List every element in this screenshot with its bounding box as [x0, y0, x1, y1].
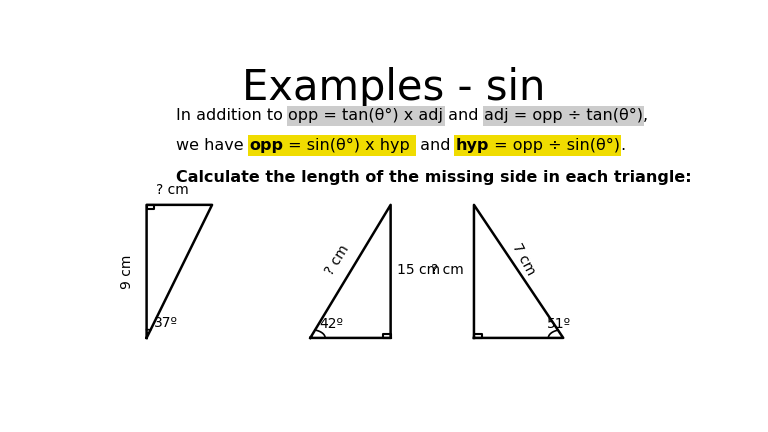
Text: adj = opp ÷ tan(θ°): adj = opp ÷ tan(θ°) [484, 108, 643, 123]
Text: opp: opp [249, 138, 283, 153]
Text: ? cm: ? cm [323, 242, 352, 277]
Text: ? cm: ? cm [431, 263, 464, 277]
Text: 7 cm: 7 cm [509, 241, 538, 278]
Text: hyp: hyp [455, 138, 489, 153]
FancyBboxPatch shape [287, 105, 445, 126]
Text: and: and [415, 138, 455, 153]
Text: = sin(θ°) x hyp: = sin(θ°) x hyp [283, 138, 415, 153]
Text: ? cm: ? cm [155, 183, 188, 197]
FancyBboxPatch shape [455, 136, 621, 156]
Text: opp = tan(θ°) x adj: opp = tan(θ°) x adj [288, 108, 443, 123]
Text: 42º: 42º [319, 317, 344, 331]
Text: Calculate the length of the missing side in each triangle:: Calculate the length of the missing side… [177, 170, 692, 185]
Text: ,: , [643, 108, 648, 123]
Text: 51º: 51º [547, 317, 571, 331]
Text: and: and [443, 108, 484, 123]
FancyBboxPatch shape [483, 105, 644, 126]
Text: we have: we have [177, 138, 249, 153]
Text: Examples - sin: Examples - sin [242, 67, 545, 109]
Text: 37º: 37º [154, 316, 178, 330]
Text: .: . [620, 138, 625, 153]
Text: = opp ÷ sin(θ°): = opp ÷ sin(θ°) [489, 138, 620, 153]
Text: In addition to: In addition to [177, 108, 288, 123]
FancyBboxPatch shape [248, 136, 416, 156]
Text: 15 cm: 15 cm [396, 263, 440, 277]
Text: 9 cm: 9 cm [120, 254, 134, 289]
